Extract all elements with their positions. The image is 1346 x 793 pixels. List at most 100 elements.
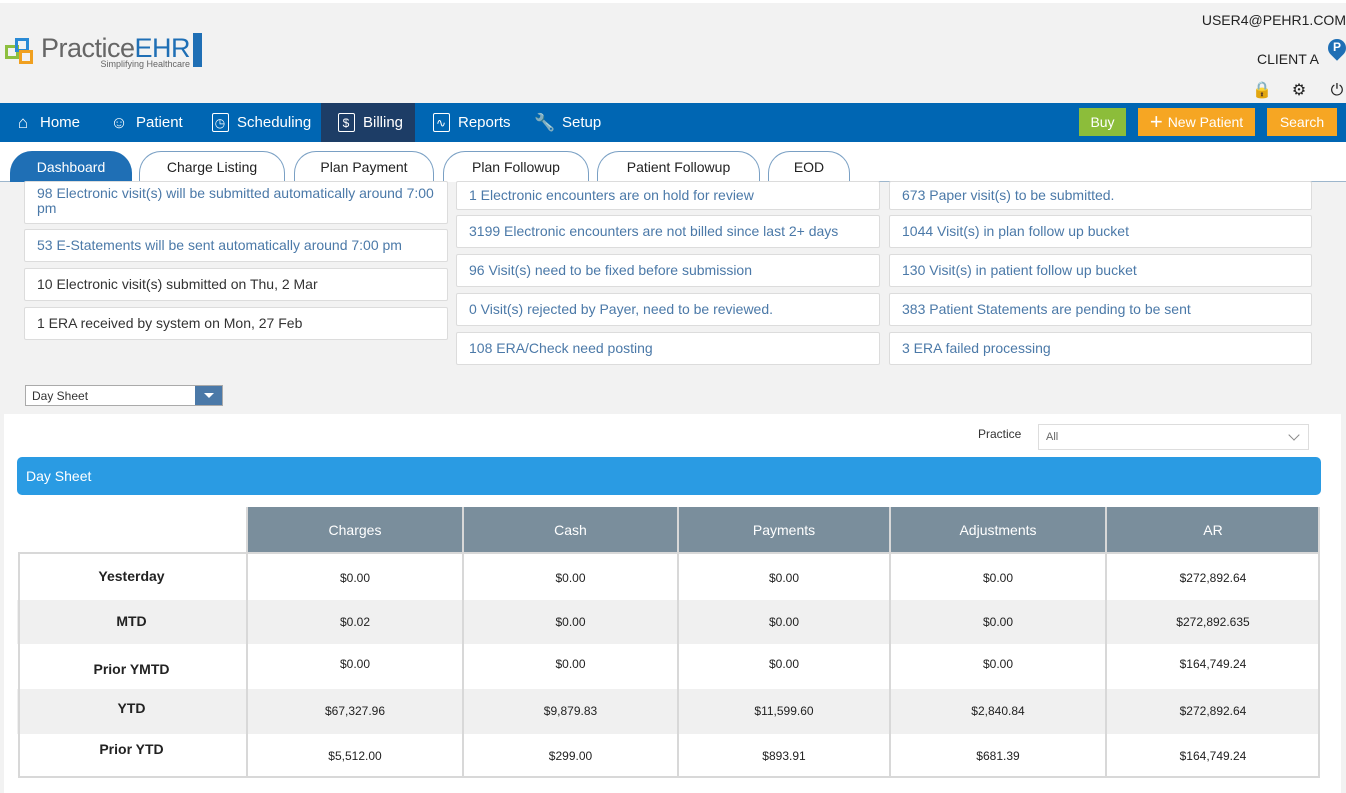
alert-card[interactable]: 53 E-Statements will be sent automatical… <box>24 229 448 262</box>
tab-dashboard[interactable]: Dashboard <box>10 151 132 182</box>
client-name[interactable]: CLIENT A <box>1257 51 1319 67</box>
nav-billing-label: Billing <box>363 114 404 131</box>
column-header: Payments <box>679 507 889 552</box>
table-cell: $0.00 <box>555 571 586 585</box>
nav-patient[interactable]: ☺ Patient <box>108 103 183 142</box>
home-icon: ⌂ <box>17 112 29 132</box>
nav-home[interactable]: ⌂ Home <box>12 103 80 142</box>
table-row: Prior YMTD $0.00 $0.00 $0.00 $0.00 $164,… <box>17 644 1320 689</box>
table-cell: $0.00 <box>339 571 371 585</box>
table-cell: $893.91 <box>762 749 806 763</box>
alert-card[interactable]: 1044 Visit(s) in plan follow up bucket <box>889 215 1312 248</box>
table-cell: $0.00 <box>982 571 1014 585</box>
table-cell: $2,840.84 <box>971 704 1025 718</box>
search-button[interactable]: Search <box>1267 108 1337 136</box>
table-cell: $9,879.83 <box>543 704 598 718</box>
alert-card[interactable]: 1 ERA received by system on Mon, 27 Feb <box>24 307 448 340</box>
table-cell: $0.00 <box>339 657 371 671</box>
user-icon: ☺ <box>110 112 128 132</box>
alert-card[interactable]: 383 Patient Statements are pending to be… <box>889 293 1312 326</box>
table-cell: $0.00 <box>555 615 586 629</box>
tab-charge-listing[interactable]: Charge Listing <box>139 151 285 182</box>
table-cell: $0.00 <box>768 571 800 585</box>
new-patient-button[interactable]: + New Patient <box>1138 108 1255 136</box>
table-cell: $0.00 <box>768 657 800 671</box>
column-header: AR <box>1107 507 1319 552</box>
table-cell: $11,599.60 <box>754 704 814 718</box>
alert-card[interactable]: 96 Visit(s) need to be fixed before subm… <box>456 254 880 287</box>
table-cell: $0.00 <box>555 657 586 671</box>
tab-plan-payment[interactable]: Plan Payment <box>294 151 434 182</box>
plus-icon: + <box>1149 109 1163 134</box>
gear-icon[interactable]: ⚙ <box>1291 82 1307 99</box>
nav-reports-label: Reports <box>458 114 511 131</box>
row-label: MTD <box>116 613 147 629</box>
buy-button[interactable]: Buy <box>1079 108 1126 136</box>
table-cell: $299.00 <box>548 749 593 763</box>
column-divider <box>677 507 679 778</box>
nav-patient-label: Patient <box>136 114 183 131</box>
nav-setup-label: Setup <box>562 114 602 131</box>
column-divider <box>889 507 891 778</box>
report-type-select[interactable]: Day Sheet <box>25 385 223 406</box>
table-cell: $0.00 <box>982 615 1014 629</box>
alert-card[interactable]: 98 Electronic visit(s) will be submitted… <box>24 181 448 224</box>
chevron-down-icon[interactable] <box>195 386 222 405</box>
table-cell: $272,892.64 <box>1179 571 1247 585</box>
table-row: Yesterday $0.00 $0.00 $0.00 $0.00 $272,8… <box>17 554 1320 600</box>
table-cell: $272,892.635 <box>1176 615 1250 629</box>
table-row: Prior YTD $5,512.00 $299.00 $893.91 $681… <box>17 734 1320 777</box>
nav-scheduling[interactable]: ◷ Scheduling <box>209 103 311 142</box>
nav-reports[interactable]: ∿ Reports <box>430 103 511 142</box>
alert-card[interactable]: 130 Visit(s) in patient follow up bucket <box>889 254 1312 287</box>
nav-billing[interactable]: $ Billing <box>321 103 415 142</box>
calendar-icon: ◷ <box>209 112 231 134</box>
tab-patient-followup[interactable]: Patient Followup <box>597 151 760 182</box>
alert-card[interactable]: 108 ERA/Check need posting <box>456 332 880 365</box>
app-header: PracticeEHR Simplifying Healthcare USER4… <box>0 0 1346 103</box>
table-cell: $164,749.24 <box>1179 749 1247 763</box>
table-cell: $67,327.96 <box>324 704 386 718</box>
row-label: Prior YMTD <box>93 661 170 677</box>
table-cell: $5,512.00 <box>328 749 382 763</box>
alert-card[interactable]: 673 Paper visit(s) to be submitted. <box>889 181 1312 210</box>
alert-card[interactable]: 0 Visit(s) rejected by Payer, need to be… <box>456 293 880 326</box>
alert-card[interactable]: 3199 Electronic encounters are not bille… <box>456 215 880 248</box>
row-label: Yesterday <box>98 568 165 584</box>
practice-select[interactable]: All <box>1038 424 1309 450</box>
report-type-value: Day Sheet <box>32 388 89 403</box>
table-cell: $272,892.64 <box>1179 704 1247 718</box>
wrench-icon: 🔧 <box>534 112 556 132</box>
day-sheet-panel: Practice All Day Sheet Charges Cash Paym… <box>4 414 1341 793</box>
new-patient-label: New Patient <box>1167 114 1244 130</box>
pin-letter: P <box>1333 40 1342 54</box>
tab-eod[interactable]: EOD <box>768 151 850 182</box>
column-divider <box>246 507 248 778</box>
column-divider <box>1318 507 1320 778</box>
logo-badge <box>193 33 203 67</box>
practice-ehr-logo[interactable]: PracticeEHR Simplifying Healthcare <box>3 33 203 70</box>
nav-setup[interactable]: 🔧 Setup <box>534 103 601 142</box>
logo-cross-icon <box>3 34 39 70</box>
table-cell: $0.00 <box>982 657 1014 671</box>
table-row: MTD $0.02 $0.00 $0.00 $0.00 $272,892.635 <box>17 600 1320 644</box>
table-row: YTD $67,327.96 $9,879.83 $11,599.60 $2,8… <box>17 689 1320 734</box>
logo-practice-text: Practice <box>41 33 135 63</box>
alert-card[interactable]: 10 Electronic visit(s) submitted on Thu,… <box>24 268 448 301</box>
logo-tagline: Simplifying Healthcare <box>100 59 191 69</box>
column-header: Cash <box>464 507 677 552</box>
power-icon[interactable]: ⏻ <box>1330 82 1344 99</box>
user-email[interactable]: USER4@PEHR1.COM <box>1201 12 1346 28</box>
row-label: Prior YTD <box>99 741 164 757</box>
table-cell: $0.02 <box>339 615 371 629</box>
tab-plan-followup[interactable]: Plan Followup <box>443 151 589 182</box>
row-label: YTD <box>117 700 146 716</box>
table-cell: $0.00 <box>768 615 800 629</box>
lock-icon[interactable]: 🔒 <box>1252 82 1272 99</box>
practice-label: Practice <box>978 427 1022 441</box>
alert-card[interactable]: 3 ERA failed processing <box>889 332 1312 365</box>
table-border <box>18 552 1320 778</box>
location-pin-icon[interactable]: P <box>1328 39 1346 65</box>
report-chart-icon: ∿ <box>430 112 452 134</box>
alert-card[interactable]: 1 Electronic encounters are on hold for … <box>456 181 880 210</box>
